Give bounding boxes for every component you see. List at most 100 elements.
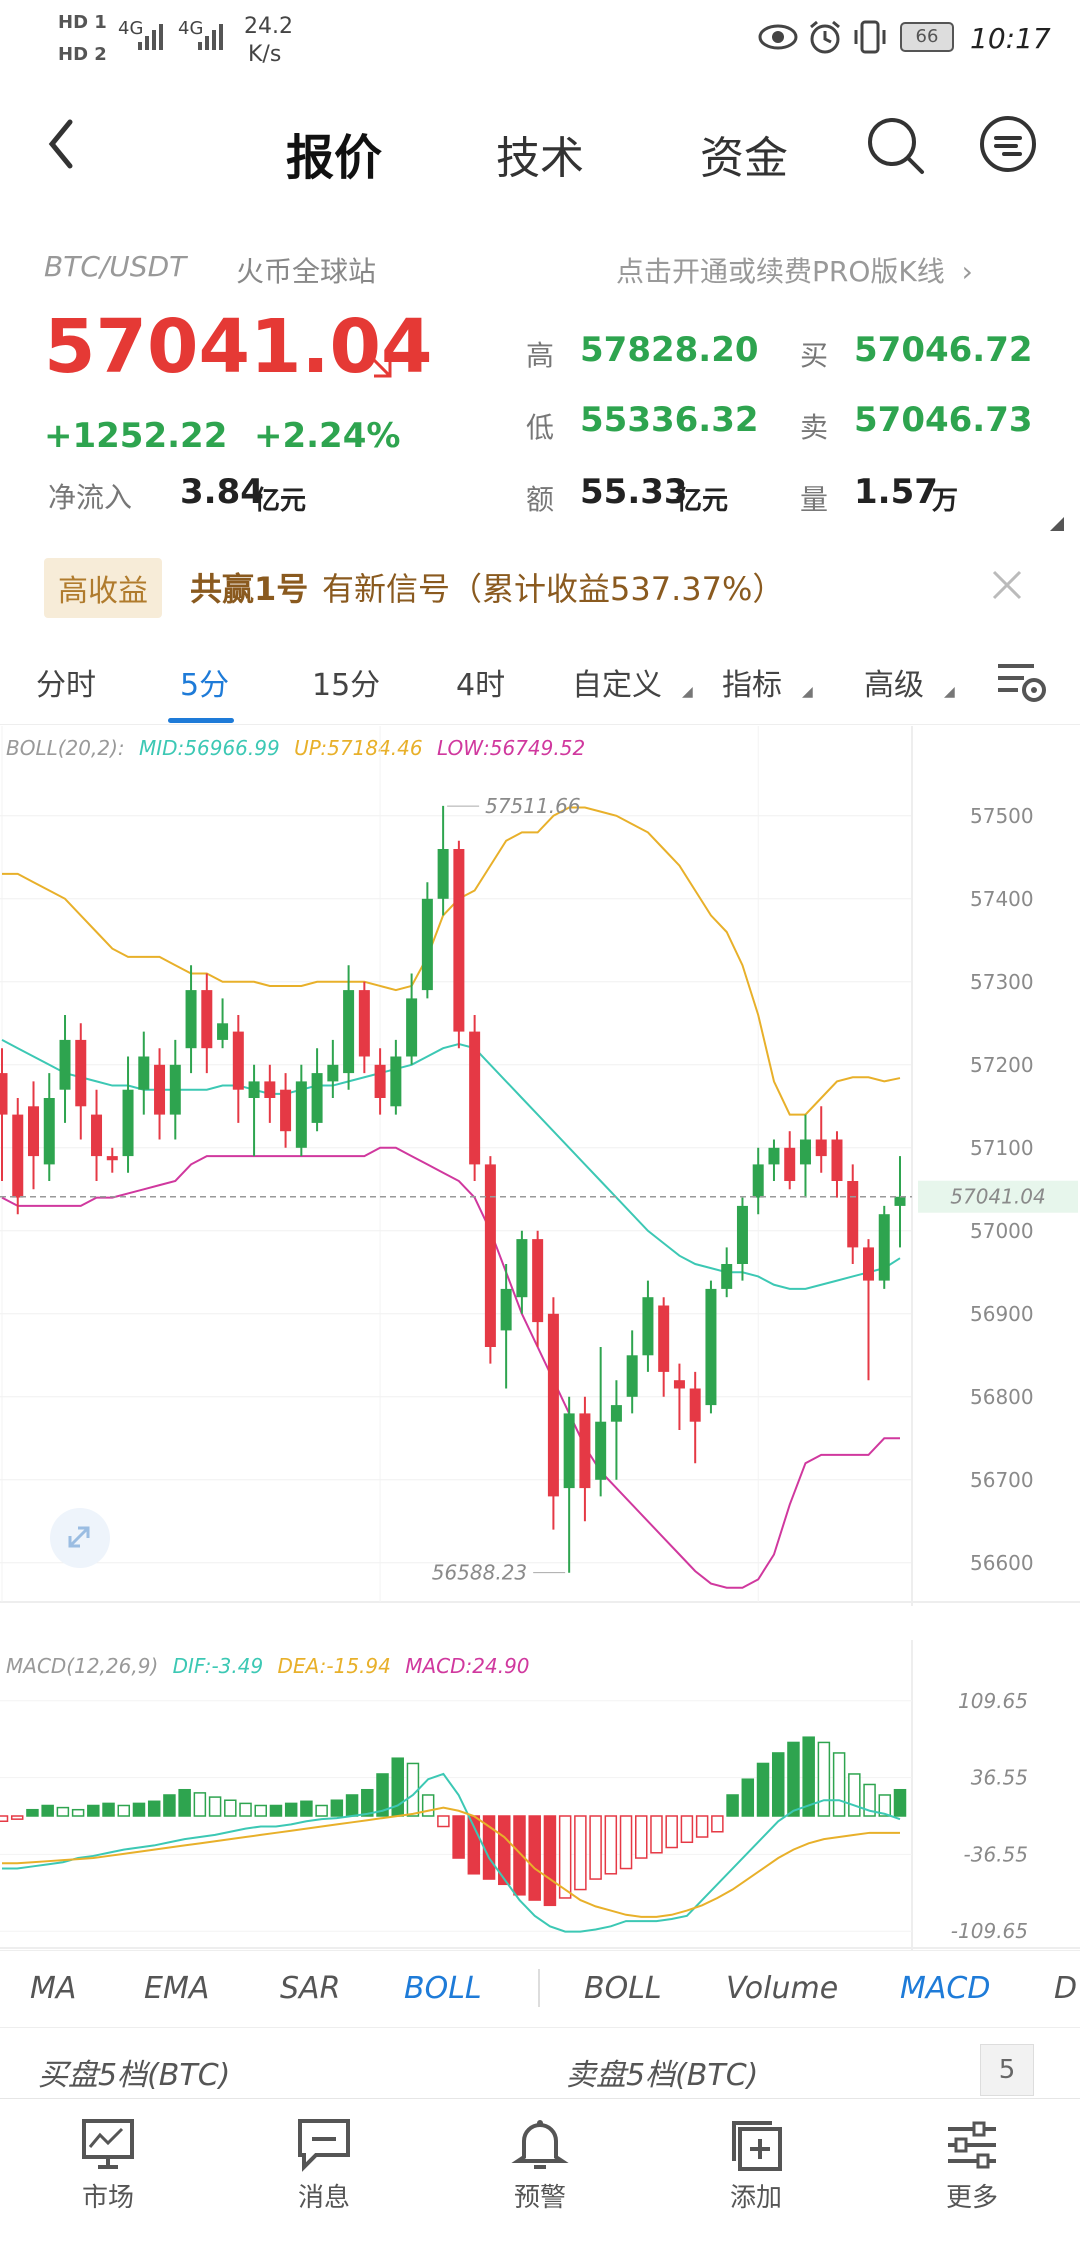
macd-bar <box>0 1815 9 1823</box>
back-icon[interactable] <box>46 118 76 174</box>
tab-4h[interactable]: 4时 <box>456 668 506 703</box>
battery-icon: 66 <box>900 22 954 52</box>
candle-body <box>610 1405 622 1422</box>
candle-body <box>0 1073 8 1115</box>
indicator-macd[interactable]: MACD <box>900 1971 991 2006</box>
macd-bar <box>87 1804 100 1817</box>
fullscreen-icon[interactable] <box>50 1508 110 1568</box>
tab-technical[interactable]: 技术 <box>496 133 584 184</box>
candle-body <box>563 1413 575 1489</box>
signal-banner[interactable]: 高收益 共赢1号 有新信号（累计收益537.37%） <box>0 548 1080 628</box>
boll-low-legend: LOW:56749.52 <box>436 736 586 760</box>
macd-bar <box>771 1752 785 1817</box>
candle-body <box>280 1089 292 1132</box>
chart-settings-icon[interactable] <box>994 658 1050 710</box>
macd-bar <box>208 1796 222 1817</box>
macd-bar <box>619 1815 633 1870</box>
tab-time-share[interactable]: 分时 <box>36 668 96 703</box>
status-bar: HD 1 HD 2 4G 4G 24.2 K/s 66 10:17 <box>0 0 1080 80</box>
nav-alerts[interactable]: 预警 <box>432 2117 648 2214</box>
more-icon <box>864 2117 1080 2177</box>
chat-menu-icon[interactable] <box>978 114 1042 182</box>
market-icon <box>0 2117 216 2177</box>
nav-messages[interactable]: 消息 <box>216 2117 432 2214</box>
banner-text: 有新信号（累计收益537.37%） <box>322 570 785 608</box>
high-annotation-label: 57511.66 <box>485 794 580 818</box>
macd-bar <box>71 1808 85 1817</box>
current-price-tag <box>918 1180 1078 1213</box>
tab-advanced[interactable]: 高级 <box>864 668 924 703</box>
price-change: +1252.22 <box>44 416 228 456</box>
candle-body <box>547 1313 559 1497</box>
sell-label: 卖 <box>800 411 829 444</box>
tab-quote[interactable]: 报价 <box>286 130 383 186</box>
candle-body <box>122 1089 134 1157</box>
candle-body <box>689 1388 701 1422</box>
arrow-down-right-icon <box>362 348 396 386</box>
macd-bar <box>269 1804 283 1817</box>
price-tick-label: 57500 <box>970 804 1034 828</box>
macd-legend: MACD(12,26,9) DIF:-3.49 DEA:-15.94 MACD:… <box>6 1654 530 1678</box>
nav-market[interactable]: 市场 <box>0 2117 216 2214</box>
indicator-boll-main[interactable]: BOLL <box>404 1971 482 2006</box>
tab-indicators[interactable]: 指标 <box>722 668 782 703</box>
pro-kline-link[interactable]: 点击开通或续费PRO版K线 › <box>616 250 973 290</box>
candle-body <box>390 1056 402 1107</box>
close-icon[interactable] <box>990 568 1024 606</box>
period-tabs: 分时 5分 15分 4时 自定义 指标 高级 ◢ ◢ ◢ <box>0 640 1080 725</box>
price-tick-label: 57000 <box>970 1219 1034 1243</box>
sell-value: 57046.73 <box>854 400 1033 440</box>
indicator-boll-sub[interactable]: BOLL <box>584 1971 662 2006</box>
expand-triangle-icon[interactable] <box>1050 516 1064 535</box>
macd-bar <box>254 1804 267 1817</box>
vibrate-icon <box>852 18 888 60</box>
current-price-label: 57041.04 <box>950 1185 1045 1209</box>
candle-body <box>736 1205 748 1264</box>
candle-body <box>311 1073 323 1123</box>
indicator-sar[interactable]: SAR <box>280 1971 341 2006</box>
bell-icon <box>432 2117 648 2177</box>
depth-selector[interactable]: 5 <box>980 2044 1034 2096</box>
macd-bar <box>650 1815 663 1854</box>
macd-tick-label: 36.55 <box>971 1766 1028 1790</box>
candle-body <box>43 1098 55 1165</box>
tab-funds[interactable]: 资金 <box>700 133 788 184</box>
macd-bar <box>741 1778 755 1817</box>
nav-add[interactable]: 添加 <box>648 2117 864 2214</box>
boll-mid-line <box>1 1039 901 1290</box>
volume-label: 量 <box>800 483 829 516</box>
nav-more[interactable]: 更多 <box>864 2117 1080 2214</box>
macd-bar <box>117 1804 131 1817</box>
macd-tick-label: -36.55 <box>964 1842 1028 1866</box>
signal-icon <box>136 18 172 58</box>
pair-symbol: BTC/USDT <box>44 250 187 283</box>
candle-body <box>138 1056 150 1090</box>
indicator-d[interactable]: D <box>1054 1971 1078 2006</box>
tab-custom[interactable]: 自定义 <box>572 668 662 703</box>
macd-chart[interactable]: 109.65 36.55 -36.55 -109.65 <box>0 1640 1080 1950</box>
macd-bar <box>498 1815 511 1886</box>
macd-bar <box>863 1783 876 1817</box>
network-type-1: 4G <box>118 18 144 39</box>
indicator-ema[interactable]: EMA <box>144 1971 210 2006</box>
macd-bar <box>558 1815 572 1899</box>
candle-body <box>579 1413 591 1489</box>
top-nav: 报价 技术 资金 <box>0 90 1080 200</box>
candlestick-chart[interactable]: 57500 57400 57300 57200 57100 57000 56900 56800… <box>0 726 1080 1606</box>
indicator-ma[interactable]: MA <box>30 1971 77 2006</box>
macd-dif-line <box>2 1772 901 1933</box>
price-tick-label: 56900 <box>970 1302 1034 1326</box>
low-value: 55336.32 <box>580 400 759 440</box>
candle-body <box>453 849 465 1032</box>
candle-body <box>374 1064 386 1098</box>
tab-5min[interactable]: 5分 <box>180 668 230 703</box>
eye-icon <box>756 20 800 58</box>
bottom-nav: 市场 消息 预警 添加 更多 <box>0 2098 1080 2245</box>
nav-market-label: 市场 <box>81 2183 134 2213</box>
indicator-volume[interactable]: Volume <box>726 1971 839 2006</box>
search-icon[interactable] <box>864 114 928 182</box>
tab-15min[interactable]: 15分 <box>312 668 381 703</box>
candle-body <box>201 990 213 1049</box>
candle-body <box>154 1064 166 1115</box>
macd-bar <box>193 1792 207 1817</box>
